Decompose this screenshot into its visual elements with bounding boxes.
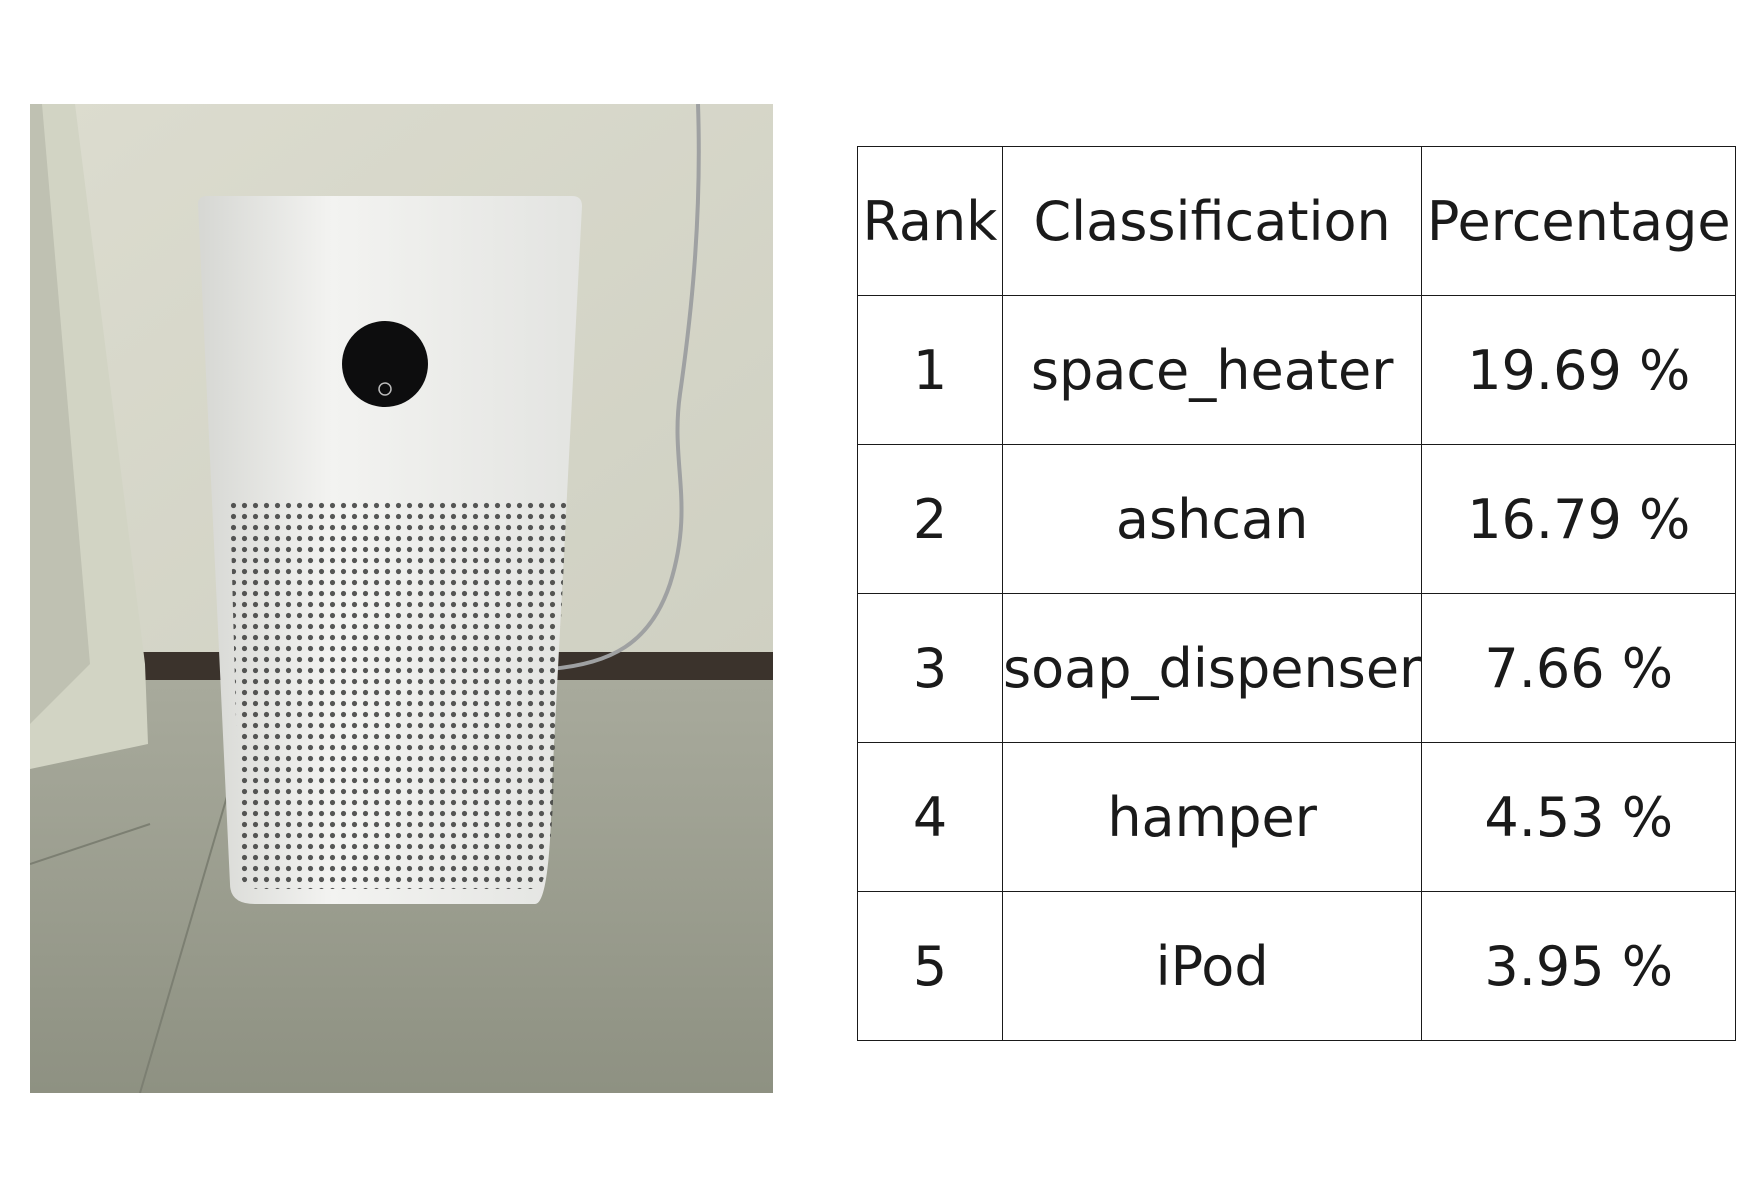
cell-percentage: 19.69 % bbox=[1421, 295, 1737, 445]
table-row: 5 iPod 3.95 % bbox=[857, 891, 1737, 1041]
air-purifier-photo bbox=[30, 104, 773, 1093]
cell-classification: ashcan bbox=[1001, 444, 1423, 594]
table-row: 1 space_heater 19.69 % bbox=[857, 295, 1737, 445]
classification-table: Rank Classification Percentage 1 space_h… bbox=[857, 146, 1737, 1041]
cell-classification: soap_dispenser bbox=[1001, 593, 1423, 743]
header-rank: Rank bbox=[857, 146, 1003, 296]
cell-percentage: 7.66 % bbox=[1421, 593, 1737, 743]
table-row: 4 hamper 4.53 % bbox=[857, 742, 1737, 892]
cell-rank: 4 bbox=[857, 742, 1003, 892]
table-row: 2 ashcan 16.79 % bbox=[857, 444, 1737, 594]
cell-percentage: 16.79 % bbox=[1421, 444, 1737, 594]
cell-percentage: 4.53 % bbox=[1421, 742, 1737, 892]
cell-rank: 5 bbox=[857, 891, 1003, 1041]
table-row: 3 soap_dispenser 7.66 % bbox=[857, 593, 1737, 743]
cell-classification: hamper bbox=[1001, 742, 1423, 892]
cell-classification: iPod bbox=[1001, 891, 1423, 1041]
cell-rank: 2 bbox=[857, 444, 1003, 594]
table-header-row: Rank Classification Percentage bbox=[857, 146, 1737, 296]
cell-percentage: 3.95 % bbox=[1421, 891, 1737, 1041]
cell-classification: space_heater bbox=[1001, 295, 1423, 445]
cell-rank: 3 bbox=[857, 593, 1003, 743]
header-percentage: Percentage bbox=[1421, 146, 1737, 296]
header-classification: Classification bbox=[1001, 146, 1423, 296]
cell-rank: 1 bbox=[857, 295, 1003, 445]
